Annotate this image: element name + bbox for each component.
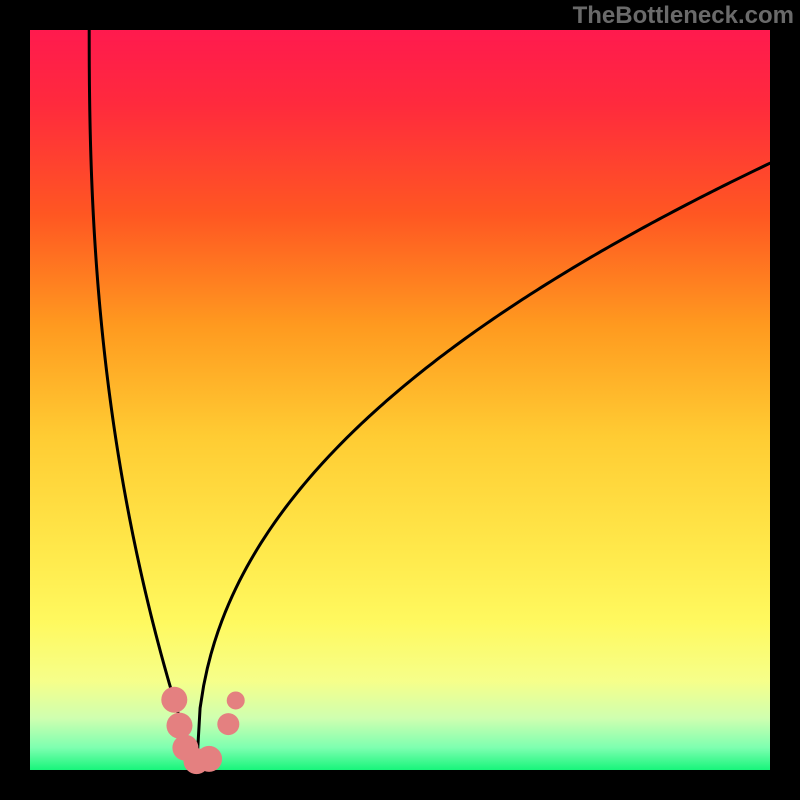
marker-point: [161, 687, 187, 713]
chart-svg: [0, 0, 800, 800]
marker-point: [227, 691, 245, 709]
marker-point: [217, 713, 239, 735]
marker-point: [166, 713, 192, 739]
plot-area: [30, 30, 770, 770]
chart-container: TheBottleneck.com: [0, 0, 800, 800]
marker-point: [196, 746, 222, 772]
